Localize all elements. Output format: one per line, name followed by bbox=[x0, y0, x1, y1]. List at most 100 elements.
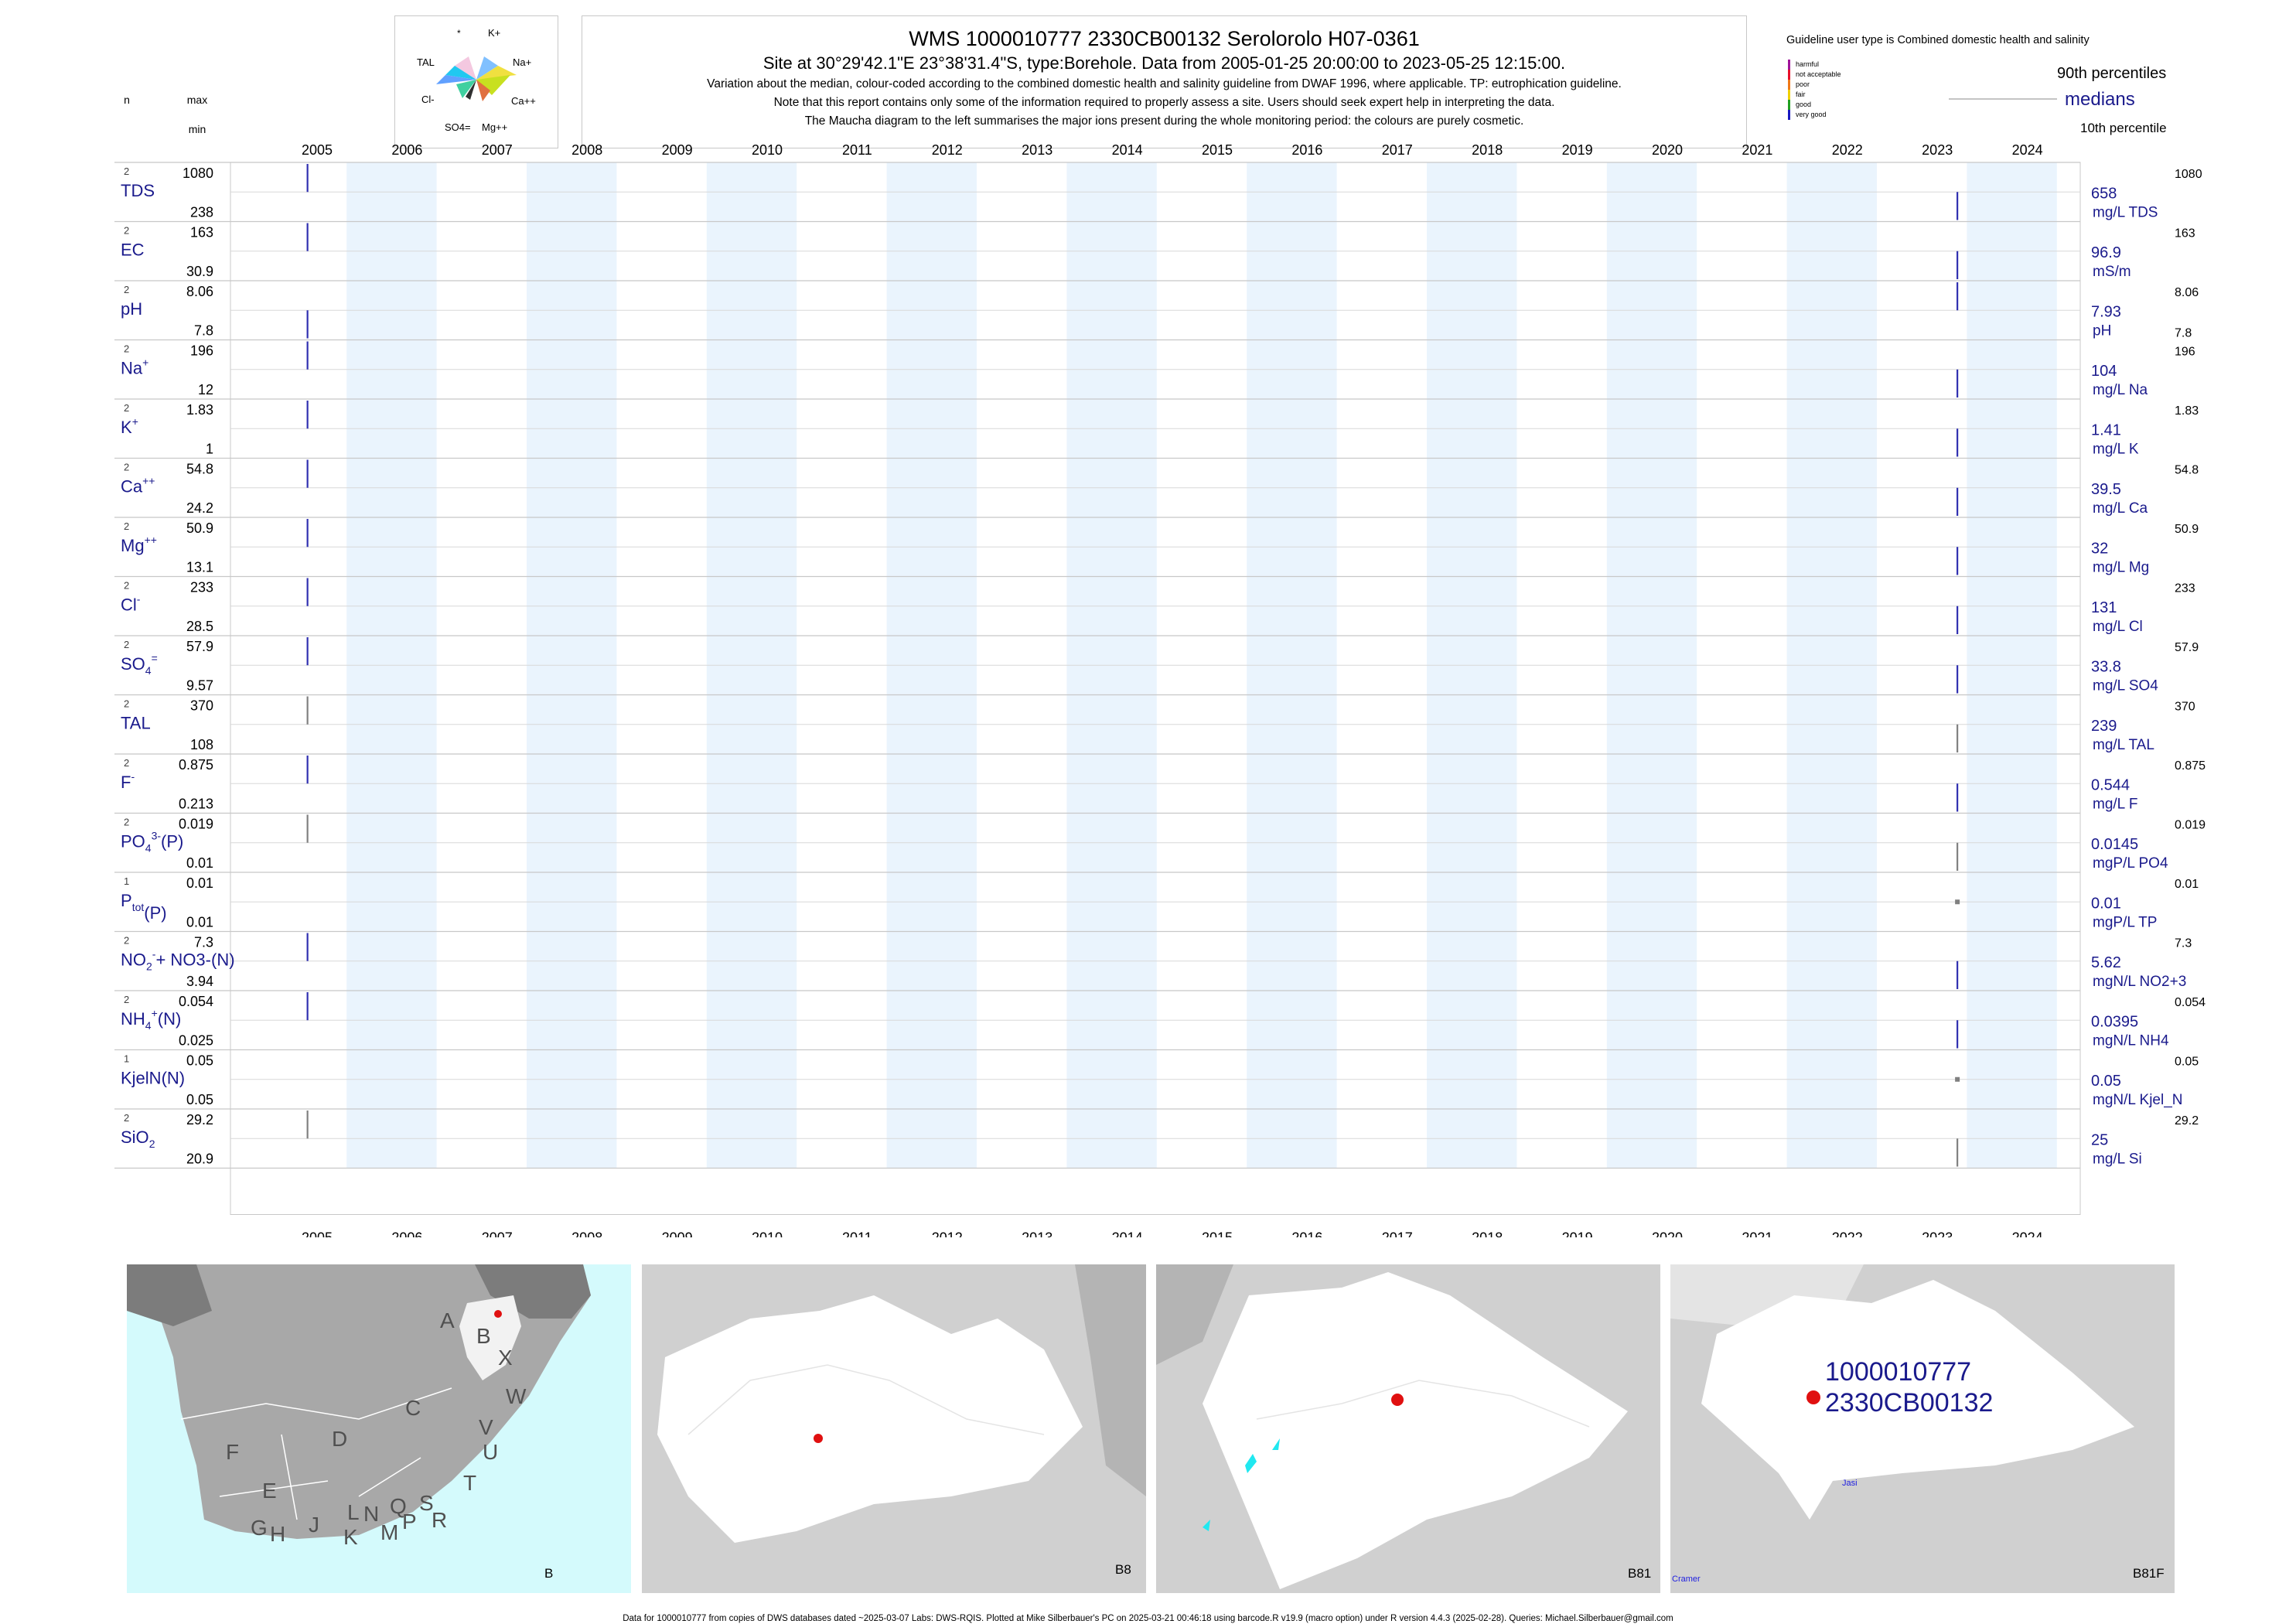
year-tick-label: 2008 bbox=[571, 1230, 602, 1238]
row-parameter-label: Ca++ bbox=[121, 475, 155, 496]
map-region-label: B bbox=[476, 1324, 491, 1348]
year-tick-label: 2022 bbox=[1832, 142, 1863, 158]
row-max-right: 54.8 bbox=[2175, 464, 2199, 477]
maucha-label: TAL bbox=[417, 56, 435, 68]
year-tick-label: 2017 bbox=[1382, 1230, 1413, 1238]
row-unit: mg/L SO4 bbox=[2093, 677, 2158, 694]
year-tick-label: 2024 bbox=[2012, 142, 2043, 158]
year-tick-label: 2021 bbox=[1742, 1230, 1772, 1238]
map-region-label: A bbox=[440, 1308, 455, 1332]
site-id-label: 1000010777 bbox=[1825, 1357, 1971, 1387]
row-max-right: 370 bbox=[2175, 701, 2195, 714]
row-n: 1 bbox=[124, 875, 129, 887]
row-max-right: 0.054 bbox=[2175, 996, 2206, 1009]
row-n: 2 bbox=[124, 935, 129, 947]
row-median: 96.9 bbox=[2091, 244, 2121, 261]
row-parameter-label: Cl- bbox=[121, 593, 141, 615]
year-tick-label: 2015 bbox=[1202, 1230, 1233, 1238]
row-max: 0.01 bbox=[186, 875, 213, 891]
year-tick-label: 2023 bbox=[1922, 142, 1953, 158]
row-n: 2 bbox=[124, 462, 129, 473]
year-tick-label: 2010 bbox=[752, 1230, 783, 1238]
row-parameter-label: F- bbox=[121, 770, 135, 792]
row-max-right: 50.9 bbox=[2175, 523, 2199, 536]
row-unit: mg/L Si bbox=[2093, 1151, 2142, 1167]
year-tick-label: 2012 bbox=[932, 1230, 963, 1238]
map-region-label: N bbox=[363, 1502, 379, 1526]
row-n: 2 bbox=[124, 520, 129, 532]
year-tick-label: 2006 bbox=[391, 1230, 422, 1238]
row-max: 1.83 bbox=[186, 402, 213, 418]
row-min: 0.05 bbox=[186, 1092, 213, 1107]
year-tick-label: 2016 bbox=[1291, 142, 1322, 158]
row-unit: mg/L K bbox=[2093, 441, 2139, 457]
row-min: 12 bbox=[198, 382, 213, 397]
row-max-right: 233 bbox=[2175, 582, 2195, 595]
map-region-label: E bbox=[262, 1479, 277, 1503]
row-parameter-label: Mg++ bbox=[121, 534, 157, 555]
map-panel-label: B bbox=[544, 1566, 553, 1581]
row-parameter-label: EC bbox=[121, 241, 145, 260]
map-region-label: R bbox=[432, 1508, 447, 1532]
legend-class-label: poor bbox=[1796, 80, 1810, 88]
map-region-label: Q bbox=[390, 1494, 407, 1518]
row-max: 370 bbox=[190, 698, 213, 714]
year-tick-label: 2016 bbox=[1291, 1230, 1322, 1238]
report-title: WMS 1000010777 2330CB00132 Serolorolo H0… bbox=[909, 27, 1420, 50]
row-median: 239 bbox=[2091, 718, 2117, 735]
row-unit: mS/m bbox=[2093, 264, 2131, 280]
row-parameter-label: SO4= bbox=[121, 652, 158, 677]
maucha-label: Cl- bbox=[421, 94, 435, 105]
year-tick-label: 2011 bbox=[842, 142, 872, 158]
row-min: 238 bbox=[190, 205, 213, 220]
row-unit: mgN/L NO2+3 bbox=[2093, 974, 2186, 990]
parameter-row: 2 54.8 24.2 Ca++ 39.5 mg/L Ca 54.8 bbox=[114, 457, 2199, 517]
row-parameter-label: PO43-(P) bbox=[121, 830, 183, 855]
map-region-label: W bbox=[506, 1384, 527, 1408]
row-min: 20.9 bbox=[186, 1151, 213, 1167]
map-region-label: L bbox=[347, 1500, 360, 1524]
row-max: 50.9 bbox=[186, 520, 213, 536]
row-median: 0.544 bbox=[2091, 776, 2130, 793]
map-region-label: M bbox=[380, 1520, 398, 1544]
year-tick-label: 2006 bbox=[391, 142, 422, 158]
strip-chart: n max min 2 1080 238 TDS 658 mg/L TDS 1080 2 163… bbox=[114, 94, 2206, 1238]
year-tick-label: 2005 bbox=[302, 142, 333, 158]
river-label: Jasi bbox=[1842, 1479, 1858, 1488]
map-region-label: C bbox=[405, 1396, 421, 1420]
parameter-row: 1 0.01 0.01 Ptot(P) 0.01 mgP/L TP 0.01 bbox=[114, 872, 2199, 930]
row-parameter-label: SiO2 bbox=[121, 1128, 155, 1150]
parameter-row: 2 8.06 7.8 pH 7.93 pH 8.06 7.8 bbox=[114, 280, 2199, 340]
row-max: 163 bbox=[190, 225, 213, 241]
year-tick-label: 2014 bbox=[1112, 142, 1143, 158]
row-max: 1080 bbox=[183, 165, 213, 181]
row-parameter-label: pH bbox=[121, 299, 142, 319]
row-unit: mgN/L Kjel_N bbox=[2093, 1092, 2183, 1108]
parameter-row: 2 233 28.5 Cl- 131 mg/L Cl 233 bbox=[114, 575, 2195, 635]
row-max: 0.05 bbox=[186, 1053, 213, 1069]
row-max-right: 1.83 bbox=[2175, 404, 2199, 418]
map-region-label: D bbox=[332, 1427, 347, 1451]
year-tick-label: 2005 bbox=[302, 1230, 333, 1238]
row-unit: mg/L Mg bbox=[2093, 559, 2149, 575]
year-tick-label: 2019 bbox=[1562, 1230, 1593, 1238]
row-parameter-label: Ptot(P) bbox=[121, 891, 167, 923]
year-tick-label: 2009 bbox=[662, 142, 693, 158]
note-disclaimer: Note that this report contains only some… bbox=[773, 96, 1555, 109]
row-max: 8.06 bbox=[186, 284, 213, 299]
map-region-label: G bbox=[251, 1516, 268, 1540]
row-n: 2 bbox=[124, 994, 129, 1005]
legend-class-label: fair bbox=[1796, 90, 1806, 98]
map-region-label: J bbox=[309, 1513, 319, 1537]
row-max: 57.9 bbox=[186, 639, 213, 654]
map-b81f: 1000010777 2330CB00132 Jasi Cramer B81F bbox=[1670, 1264, 2175, 1593]
legend-class-swatch bbox=[1788, 100, 1790, 110]
row-max: 7.3 bbox=[194, 935, 213, 950]
row-min: 0.01 bbox=[186, 915, 213, 930]
row-n: 2 bbox=[124, 402, 129, 414]
row-unit: mg/L Cl bbox=[2093, 619, 2143, 635]
year-tick-label: 2021 bbox=[1742, 142, 1772, 158]
maucha-diagram: * K+ TAL Na+ Cl- Ca++ SO4= Mg++ bbox=[394, 15, 558, 148]
parameter-row: 2 57.9 9.57 SO4= 33.8 mg/L SO4 57.9 bbox=[114, 635, 2199, 694]
